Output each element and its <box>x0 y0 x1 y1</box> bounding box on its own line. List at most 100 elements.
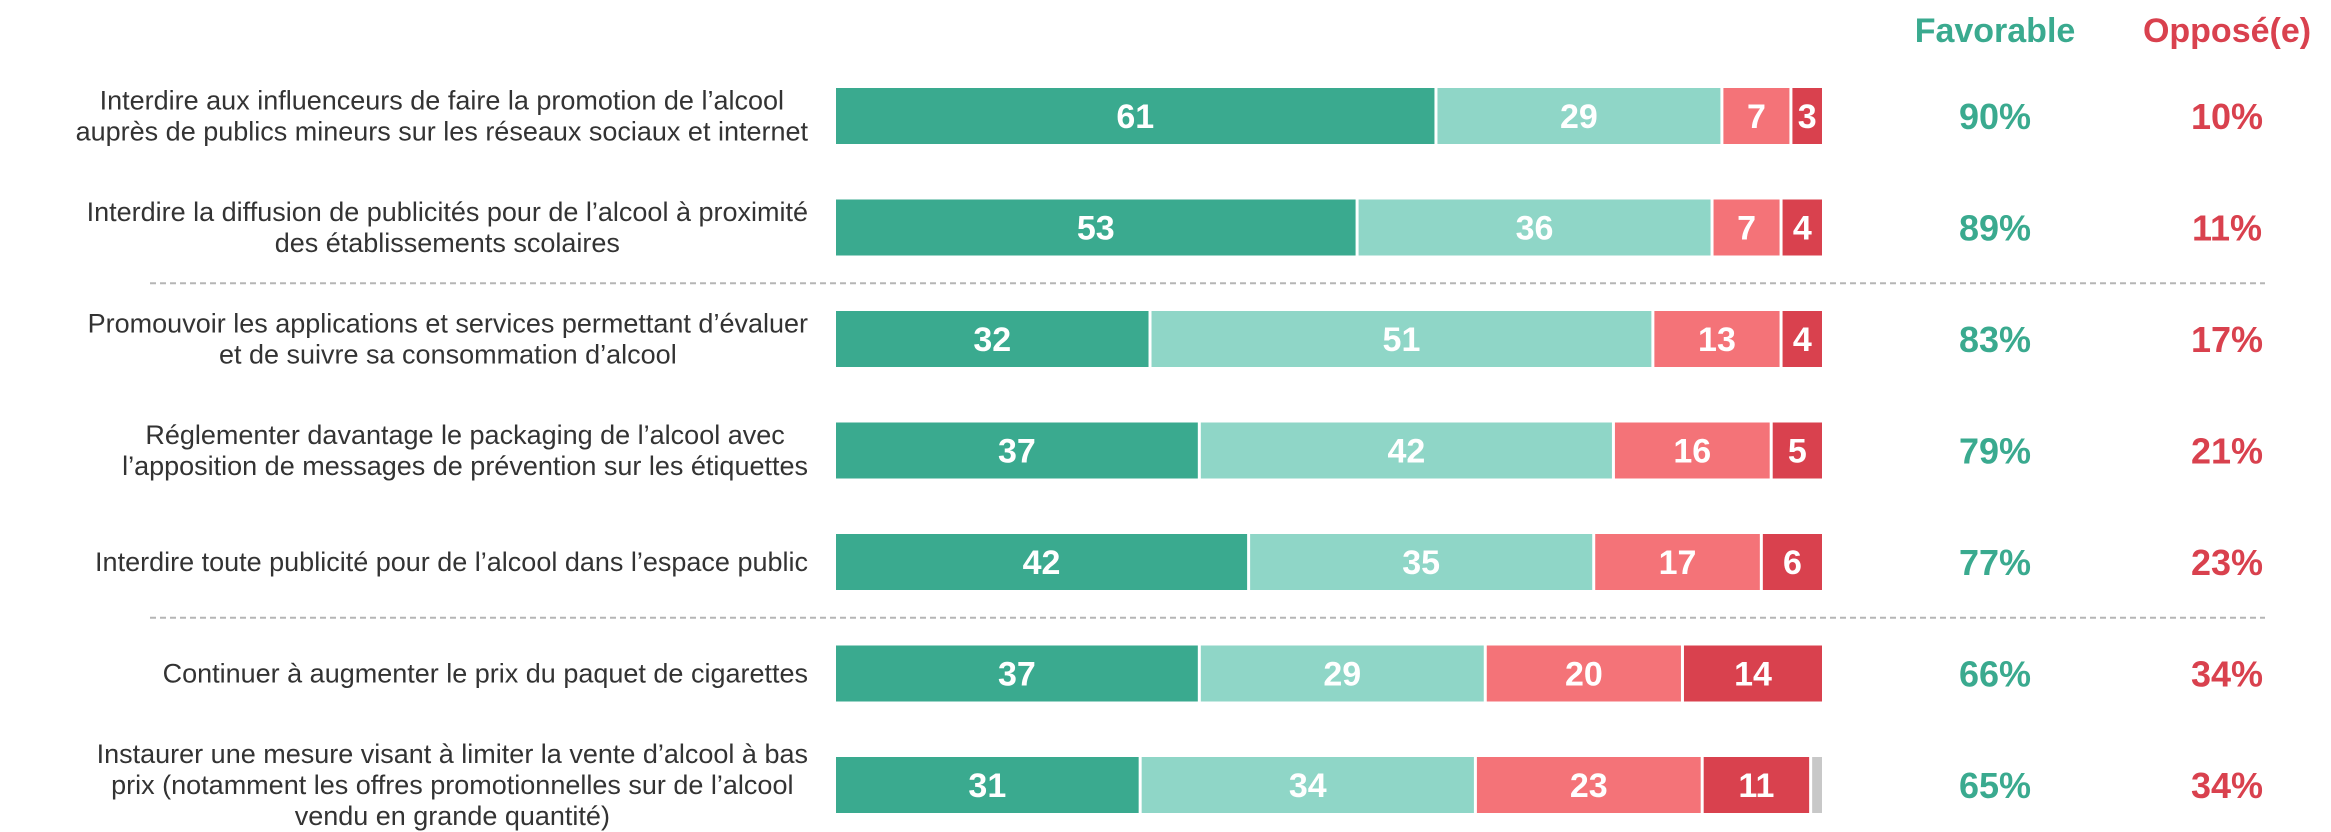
chart-row: Réglementer davantage le packaging de l’… <box>122 420 2263 481</box>
favorable-percent: 89% <box>1959 208 2031 249</box>
bar-segment-4 <box>1782 311 1822 367</box>
segment-value-label: 7 <box>1737 210 1756 248</box>
segment-value-label: 34 <box>1289 767 1327 805</box>
bar-segment-3 <box>1476 757 1701 813</box>
favorable-percent: 66% <box>1959 654 2031 695</box>
segment-value-label: 32 <box>973 321 1011 359</box>
category-label-line: Interdire la diffusion de publicités pou… <box>87 197 808 227</box>
segment-value-label: 36 <box>1516 210 1554 248</box>
favorable-percent: 90% <box>1959 96 2031 137</box>
category-label-line: prix (notamment les offres promotionnell… <box>111 770 793 800</box>
category-label: Réglementer davantage le packaging de l’… <box>122 420 808 481</box>
bar-segment-1 <box>836 422 1198 479</box>
chart-row: Interdire aux influenceurs de faire la p… <box>76 86 2263 147</box>
segment-value-label: 17 <box>1659 544 1697 582</box>
bar-segment-3 <box>1723 88 1790 144</box>
favorable-percent: 77% <box>1959 542 2031 583</box>
segment-value-label: 11 <box>1738 767 1774 805</box>
oppose-percent: 11% <box>2192 208 2262 249</box>
bar-segment-4 <box>1772 422 1822 479</box>
chart-row: Instaurer une mesure visant à limiter la… <box>97 739 2263 831</box>
bar-segment-4 <box>1782 199 1822 256</box>
bar-segment-2 <box>1437 88 1721 144</box>
category-label-line: vendu en grande quantité) <box>295 801 610 831</box>
favorable-percent: 65% <box>1959 765 2031 806</box>
bar-segment-5 <box>1812 757 1822 813</box>
segment-value-label: 14 <box>1734 656 1772 694</box>
category-label-line: l’apposition de messages de prévention s… <box>122 451 808 481</box>
bar-segment-2 <box>1141 757 1474 813</box>
bar-segment-1 <box>836 311 1149 367</box>
bar-segment-1 <box>836 757 1139 813</box>
oppose-percent: 34% <box>2191 654 2263 695</box>
category-label: Promouvoir les applications et services … <box>88 309 808 370</box>
bar-segment-3 <box>1713 199 1780 256</box>
bar-segment-3 <box>1486 645 1681 702</box>
segment-value-label: 61 <box>1116 98 1154 136</box>
oppose-percent: 17% <box>2191 319 2263 360</box>
bar-segment-1 <box>836 645 1198 702</box>
segment-value-label: 5 <box>1788 433 1807 471</box>
bar-segment-3 <box>1654 311 1780 367</box>
bar-segment-4 <box>1703 757 1810 813</box>
bar-segment-4 <box>1792 88 1822 144</box>
bar-segment-4 <box>1683 645 1822 702</box>
category-label-line: Promouvoir les applications et services … <box>88 309 808 339</box>
bar-segment-2 <box>1151 311 1652 367</box>
segment-value-label: 13 <box>1698 321 1736 359</box>
segment-value-label: 3 <box>1798 98 1817 136</box>
favorable-percent: 79% <box>1959 431 2031 472</box>
favorable-percent: 83% <box>1959 319 2031 360</box>
segment-value-label: 42 <box>1023 544 1061 582</box>
category-label-line: Interdire aux influenceurs de faire la p… <box>100 86 784 116</box>
bar-segment-2 <box>1358 199 1711 256</box>
oppose-percent: 23% <box>2191 542 2263 583</box>
segment-value-label: 7 <box>1747 98 1766 136</box>
oppose-percent: 34% <box>2191 765 2263 806</box>
category-label-line: des établissements scolaires <box>275 228 620 258</box>
category-label: Continuer à augmenter le prix du paquet … <box>163 659 808 689</box>
segment-value-label: 31 <box>968 767 1006 805</box>
bar-segment-3 <box>1614 422 1770 479</box>
bar-segment-2 <box>1250 534 1593 590</box>
category-label: Interdire aux influenceurs de faire la p… <box>76 86 809 147</box>
category-label: Interdire la diffusion de publicités pou… <box>87 197 808 258</box>
category-label: Interdire toute publicité pour de l’alco… <box>95 547 808 577</box>
segment-value-label: 29 <box>1323 656 1361 694</box>
bar-segment-1 <box>836 88 1435 144</box>
oppose-percent: 10% <box>2191 96 2263 137</box>
segment-value-label: 53 <box>1077 210 1115 248</box>
segment-value-label: 29 <box>1560 98 1598 136</box>
category-label-line: Réglementer davantage le packaging de l’… <box>145 420 784 450</box>
category-label-line: Continuer à augmenter le prix du paquet … <box>163 659 808 689</box>
chart-row: Promouvoir les applications et services … <box>88 309 2263 370</box>
chart-row: Interdire la diffusion de publicités pou… <box>87 197 2262 258</box>
segment-value-label: 20 <box>1565 656 1603 694</box>
category-label-line: et de suivre sa consommation d’alcool <box>219 340 677 370</box>
segment-value-label: 37 <box>998 433 1036 471</box>
bar-segment-3 <box>1595 534 1760 590</box>
bar-segment-1 <box>836 534 1248 590</box>
chart-row: Interdire toute publicité pour de l’alco… <box>95 534 2263 590</box>
oppose-percent: 21% <box>2191 431 2263 472</box>
bar-segment-2 <box>1200 422 1612 479</box>
segment-value-label: 6 <box>1783 544 1802 582</box>
segment-value-label: 42 <box>1387 433 1425 471</box>
segment-value-label: 16 <box>1673 433 1711 471</box>
favorable-column-header: Favorable <box>1915 12 2076 50</box>
bar-segment-2 <box>1200 645 1484 702</box>
category-label-line: Instaurer une mesure visant à limiter la… <box>97 739 808 769</box>
bar-segment-1 <box>836 199 1356 256</box>
category-label-line: Interdire toute publicité pour de l’alco… <box>95 547 808 577</box>
segment-value-label: 35 <box>1402 544 1440 582</box>
category-label-line: auprès de publics mineurs sur les réseau… <box>76 117 809 147</box>
segment-value-label: 23 <box>1570 767 1608 805</box>
segment-value-label: 51 <box>1383 321 1421 359</box>
segment-value-label: 37 <box>998 656 1036 694</box>
chart-row: Continuer à augmenter le prix du paquet … <box>163 645 2263 702</box>
category-label: Instaurer une mesure visant à limiter la… <box>97 739 808 831</box>
segment-value-label: 4 <box>1793 321 1812 359</box>
bar-segment-4 <box>1762 534 1822 590</box>
segment-value-label: 4 <box>1793 210 1812 248</box>
